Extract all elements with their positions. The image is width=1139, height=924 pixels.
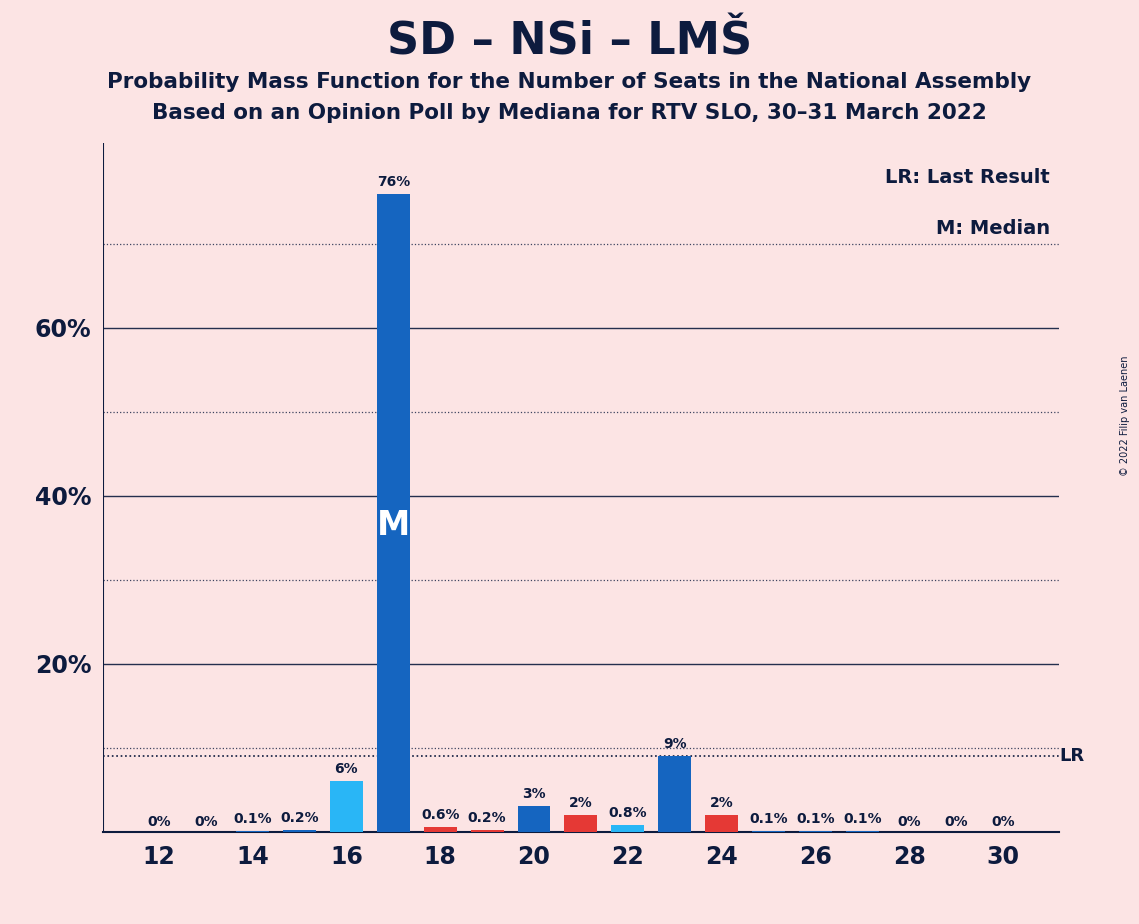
- Bar: [517, 807, 550, 832]
- Bar: [424, 827, 457, 832]
- Text: M: M: [377, 509, 410, 541]
- Text: Probability Mass Function for the Number of Seats in the National Assembly: Probability Mass Function for the Number…: [107, 72, 1032, 92]
- Text: 0.2%: 0.2%: [468, 811, 507, 825]
- Text: 2%: 2%: [710, 796, 734, 809]
- Text: 6%: 6%: [335, 762, 358, 776]
- Text: 0%: 0%: [898, 815, 921, 829]
- Text: 76%: 76%: [377, 175, 410, 188]
- Text: 0%: 0%: [991, 815, 1015, 829]
- Text: 0.1%: 0.1%: [796, 811, 835, 826]
- Text: 0.1%: 0.1%: [843, 811, 882, 826]
- Text: 0.6%: 0.6%: [421, 808, 459, 821]
- Text: M: Median: M: Median: [936, 219, 1050, 237]
- Text: 2%: 2%: [570, 796, 592, 809]
- Text: 0.1%: 0.1%: [749, 811, 788, 826]
- Bar: [612, 825, 645, 832]
- Bar: [658, 756, 691, 832]
- Text: 0.8%: 0.8%: [608, 806, 647, 820]
- Text: LR: Last Result: LR: Last Result: [885, 168, 1050, 188]
- Text: 3%: 3%: [522, 787, 546, 801]
- Text: 0%: 0%: [147, 815, 171, 829]
- Text: 0%: 0%: [194, 815, 218, 829]
- Text: LR: LR: [1059, 747, 1084, 765]
- Text: 0.2%: 0.2%: [280, 811, 319, 825]
- Bar: [284, 830, 316, 832]
- Text: © 2022 Filip van Laenen: © 2022 Filip van Laenen: [1121, 356, 1130, 476]
- Text: 0.1%: 0.1%: [233, 811, 272, 826]
- Bar: [377, 194, 410, 832]
- Text: SD – NSi – LMŠ: SD – NSi – LMŠ: [387, 20, 752, 64]
- Bar: [705, 815, 738, 832]
- Bar: [565, 815, 597, 832]
- Text: Based on an Opinion Poll by Mediana for RTV SLO, 30–31 March 2022: Based on an Opinion Poll by Mediana for …: [153, 103, 986, 124]
- Text: 0%: 0%: [944, 815, 968, 829]
- Bar: [330, 781, 363, 832]
- Bar: [470, 830, 503, 832]
- Text: 9%: 9%: [663, 737, 687, 751]
